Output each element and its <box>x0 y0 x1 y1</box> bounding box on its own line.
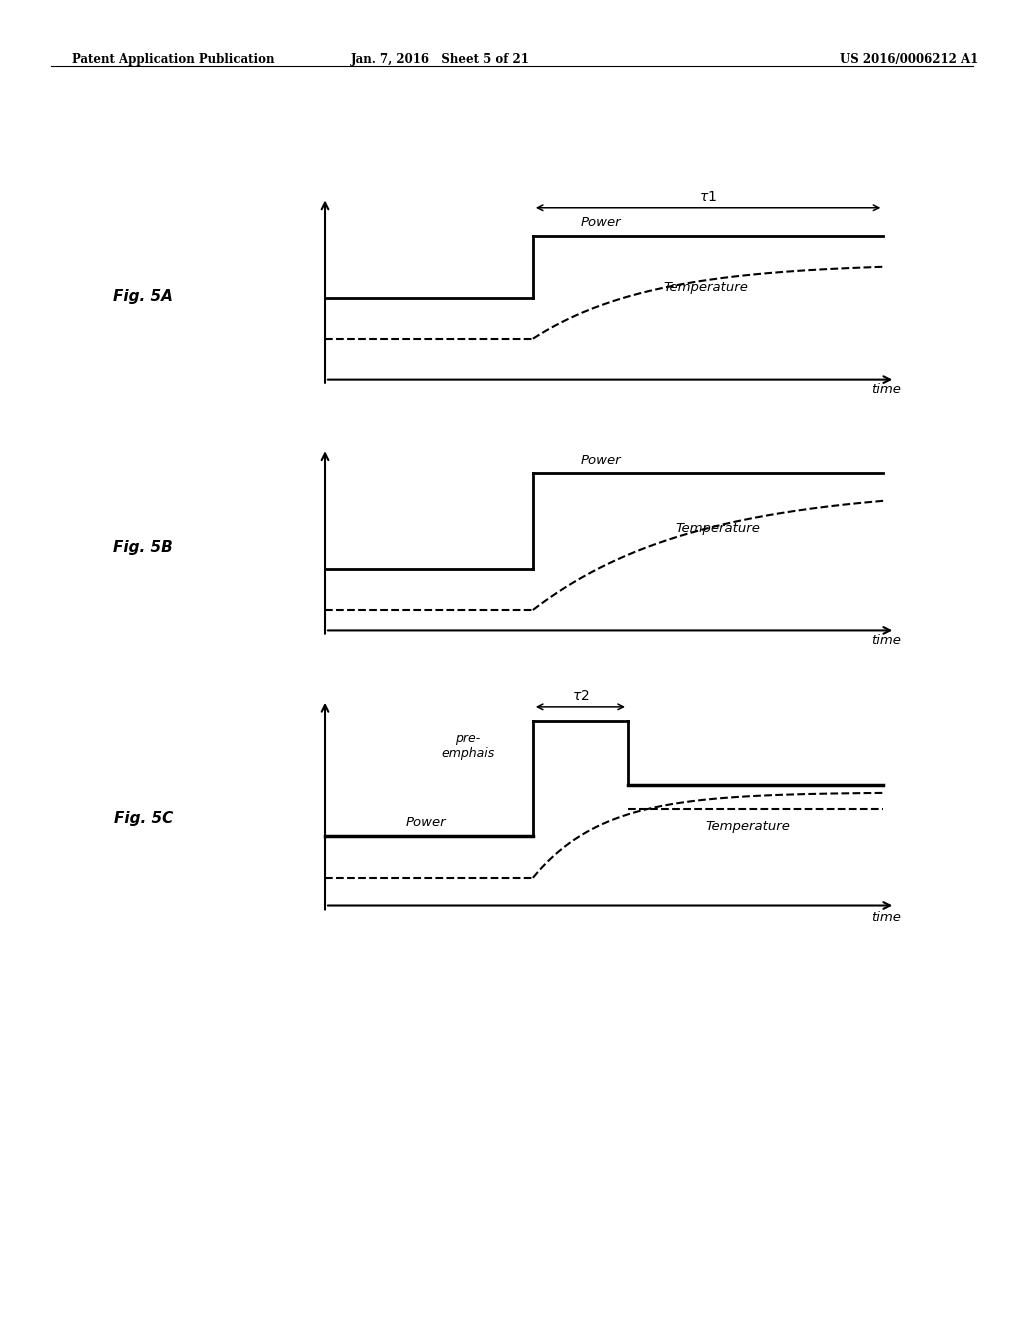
Text: Temperature: Temperature <box>676 521 760 535</box>
Text: time: time <box>871 383 901 396</box>
Text: pre-
emphais: pre- emphais <box>441 733 495 760</box>
Text: time: time <box>871 634 901 647</box>
Text: Patent Application Publication: Patent Application Publication <box>72 53 274 66</box>
Text: Temperature: Temperature <box>706 821 790 833</box>
Text: Fig. 5A: Fig. 5A <box>114 289 173 305</box>
Text: Fig. 5C: Fig. 5C <box>114 810 173 826</box>
Text: Temperature: Temperature <box>664 281 749 294</box>
Text: Fig. 5B: Fig. 5B <box>114 540 173 556</box>
Text: US 2016/0006212 A1: US 2016/0006212 A1 <box>840 53 978 66</box>
Text: time: time <box>871 911 901 924</box>
Text: Power: Power <box>581 454 621 467</box>
Text: Power: Power <box>581 215 621 228</box>
Text: Power: Power <box>406 816 446 829</box>
Text: $\tau1$: $\tau1$ <box>699 190 717 203</box>
Text: $\tau2$: $\tau2$ <box>571 689 589 704</box>
Text: Jan. 7, 2016   Sheet 5 of 21: Jan. 7, 2016 Sheet 5 of 21 <box>351 53 529 66</box>
